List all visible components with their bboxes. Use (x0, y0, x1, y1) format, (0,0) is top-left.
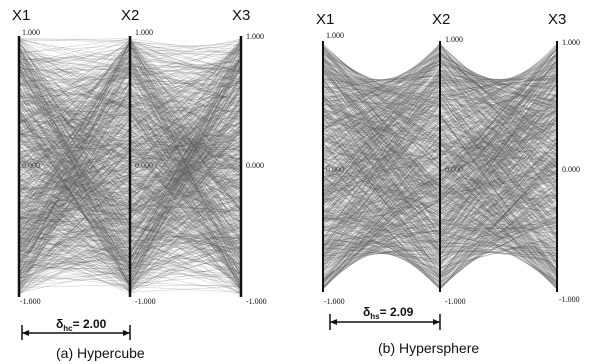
tick-max-x1-hypercube: 1.000 (22, 28, 40, 37)
caption-hypercube: (a) Hypercube (56, 345, 145, 361)
tick-max-x3-hypercube: 1.000 (246, 32, 264, 41)
tick-max-x2-hypercube: 1.000 (135, 28, 153, 37)
tick-min-x3-hypersphere: -1.000 (559, 295, 580, 304)
delta-label-hypersphere: δhs= 2.09 (363, 305, 414, 321)
tick-mid-x1-hypercube: 0.000 (22, 161, 40, 170)
axis-label-x1-hypercube: X1 (12, 7, 30, 24)
tick-max-x1-hypersphere: 1.000 (326, 31, 344, 40)
tick-min-x3-hypercube: -1.000 (246, 297, 267, 306)
tick-min-x2-hypersphere: -1.000 (445, 297, 466, 306)
tick-min-x1-hypercube: -1.000 (20, 297, 41, 306)
axis-label-x3-hypercube: X3 (232, 7, 250, 24)
delta-measure-hypercube: δhc= 2.00 (21, 317, 131, 340)
tick-mid-x3-hypercube: 0.000 (246, 161, 264, 170)
panel-hypercube: X1 X2 X3 1.000 1.000 1.000 0.000 0.000 0… (12, 7, 267, 361)
axis-label-x1-hypersphere: X1 (316, 11, 334, 28)
tick-max-x3-hypersphere: 1.000 (562, 38, 580, 47)
tick-mid-x2-hypercube: 0.000 (135, 161, 153, 170)
axis-label-x2-hypersphere: X2 (432, 11, 450, 28)
tick-max-x2-hypersphere: 1.000 (445, 35, 463, 44)
tick-min-x2-hypercube: -1.000 (135, 297, 156, 306)
tick-mid-x1-hypersphere: 0.000 (326, 165, 344, 174)
axis-label-x3-hypersphere: X3 (548, 11, 566, 28)
delta-measure-hypersphere: δhs= 2.09 (329, 305, 441, 330)
panel-hypersphere: X1 X2 X3 1.000 1.000 1.000 0.000 0.000 0… (316, 11, 580, 356)
tick-min-x1-hypersphere: -1.000 (324, 297, 345, 306)
tick-mid-x3-hypersphere: 0.000 (562, 165, 580, 174)
caption-hypersphere: (b) Hypersphere (378, 340, 479, 356)
delta-label-hypercube: δhc= 2.00 (56, 317, 107, 333)
tick-mid-x2-hypersphere: 0.000 (445, 165, 463, 174)
axis-label-x2-hypercube: X2 (121, 7, 139, 24)
